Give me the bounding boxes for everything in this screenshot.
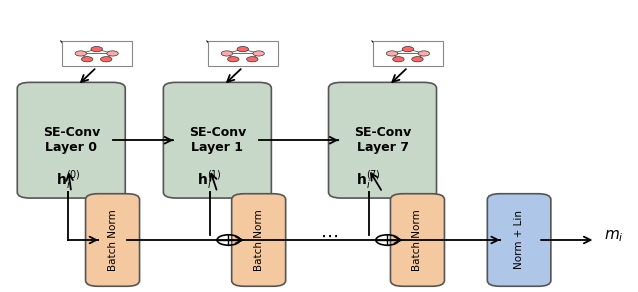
FancyBboxPatch shape <box>329 82 436 198</box>
FancyBboxPatch shape <box>163 82 271 198</box>
Text: Batch Norm: Batch Norm <box>108 209 117 271</box>
Circle shape <box>107 51 118 56</box>
FancyBboxPatch shape <box>232 194 286 286</box>
Circle shape <box>221 51 233 56</box>
Text: $m_i$: $m_i$ <box>604 228 624 244</box>
Circle shape <box>412 57 423 62</box>
FancyBboxPatch shape <box>17 82 125 198</box>
FancyBboxPatch shape <box>390 194 445 286</box>
Text: $\mathbf{h}_i^{(1)}$: $\mathbf{h}_i^{(1)}$ <box>197 169 222 192</box>
FancyBboxPatch shape <box>373 41 443 66</box>
Text: $\mathbf{h}_i^{(7)}$: $\mathbf{h}_i^{(7)}$ <box>356 169 381 192</box>
FancyBboxPatch shape <box>208 41 278 66</box>
Circle shape <box>392 57 404 62</box>
Circle shape <box>82 57 93 62</box>
FancyBboxPatch shape <box>85 194 140 286</box>
Text: $\mathbf{h}_i^{(0)}$: $\mathbf{h}_i^{(0)}$ <box>56 169 80 192</box>
Circle shape <box>387 51 397 56</box>
Circle shape <box>100 57 112 62</box>
Text: SE-Conv
Layer 0: SE-Conv Layer 0 <box>43 126 100 154</box>
Text: SE-Conv
Layer 1: SE-Conv Layer 1 <box>189 126 246 154</box>
Circle shape <box>91 46 102 52</box>
Text: $\cdots$: $\cdots$ <box>320 227 338 245</box>
Text: Batch Norm: Batch Norm <box>254 209 263 271</box>
Circle shape <box>237 46 248 52</box>
Circle shape <box>75 51 87 56</box>
Circle shape <box>228 57 239 62</box>
Text: Batch Norm: Batch Norm <box>412 209 422 271</box>
Text: Norm + Lin: Norm + Lin <box>514 211 524 270</box>
Circle shape <box>253 51 264 56</box>
Circle shape <box>402 46 413 52</box>
FancyBboxPatch shape <box>487 194 551 286</box>
Text: SE-Conv
Layer 7: SE-Conv Layer 7 <box>354 126 411 154</box>
Circle shape <box>418 51 429 56</box>
FancyBboxPatch shape <box>62 41 131 66</box>
Circle shape <box>246 57 258 62</box>
